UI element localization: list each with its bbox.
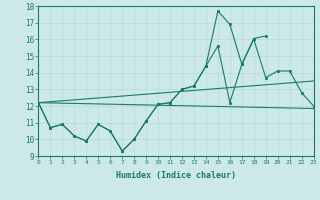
X-axis label: Humidex (Indice chaleur): Humidex (Indice chaleur) <box>116 171 236 180</box>
